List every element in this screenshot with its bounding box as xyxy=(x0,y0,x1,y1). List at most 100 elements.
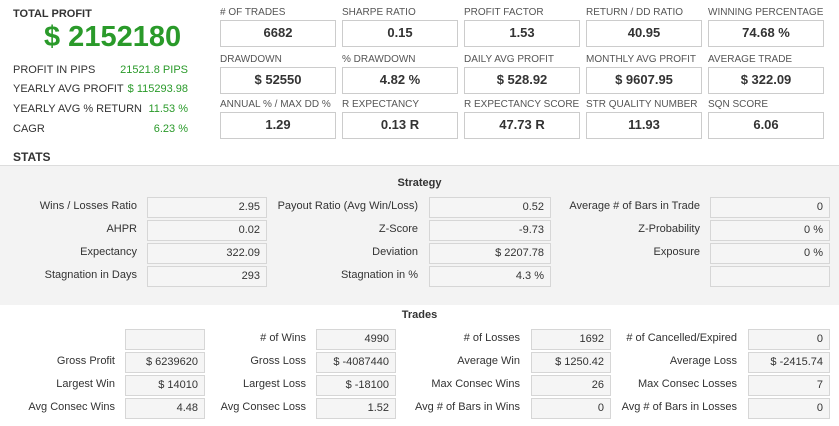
summary-label: YEARLY AVG % RETURN xyxy=(13,103,142,115)
metric-value: 11.93 xyxy=(586,112,702,139)
stat-label: Avg # of Bars in Wins xyxy=(415,401,520,413)
stat-value: $ 1250.42 xyxy=(531,352,611,373)
stat-label: Largest Loss xyxy=(243,378,306,390)
metric-value: 4.82 % xyxy=(342,67,458,94)
stat-value: 4990 xyxy=(316,329,396,350)
summary-value: 11.53 % xyxy=(148,103,188,115)
metric-value: 1.53 xyxy=(464,20,580,47)
summary-label: CAGR xyxy=(13,123,45,135)
metric-label: SHARPE RATIO xyxy=(342,7,416,18)
stat-label: # of Wins xyxy=(260,332,306,344)
total-profit-label: TOTAL PROFIT xyxy=(13,8,92,20)
metric-label: WINNING PERCENTAGE xyxy=(708,7,824,18)
metric-label: ANNUAL % / MAX DD % xyxy=(220,99,331,110)
stat-label: Z-Probability xyxy=(638,223,700,235)
divider xyxy=(0,165,839,166)
stat-value: 2.95 xyxy=(147,197,267,218)
stat-label: Stagnation in Days xyxy=(44,269,137,281)
summary-value: $ 115293.98 xyxy=(127,83,188,95)
stat-label: Exposure xyxy=(653,246,700,258)
stat-label: Average Win xyxy=(457,355,520,367)
stat-value: 0 xyxy=(710,197,830,218)
stat-label: Payout Ratio (Avg Win/Loss) xyxy=(277,200,418,212)
stat-label: Z-Score xyxy=(378,223,418,235)
stat-value: 4.48 xyxy=(125,398,205,419)
metric-value: 40.95 xyxy=(586,20,702,47)
stat-value: 0 xyxy=(531,398,611,419)
metric-value: 1.29 xyxy=(220,112,336,139)
stat-label: Average # of Bars in Trade xyxy=(569,200,700,212)
stat-value: 322.09 xyxy=(147,243,267,264)
metric-label: R EXPECTANCY SCORE xyxy=(464,99,580,110)
summary-label: PROFIT IN PIPS xyxy=(13,64,96,76)
stat-value: $ 6239620 xyxy=(125,352,205,373)
stat-value: 0.02 xyxy=(147,220,267,241)
stat-label: Average Loss xyxy=(669,355,737,367)
stat-label: AHPR xyxy=(106,223,137,235)
stat-value: 26 xyxy=(531,375,611,396)
summary-value: 21521.8 PIPS xyxy=(120,64,188,76)
empty-box xyxy=(125,329,205,350)
stat-label: Gross Loss xyxy=(250,355,306,367)
metric-value: 0.13 R xyxy=(342,112,458,139)
metric-label: # OF TRADES xyxy=(220,7,286,18)
summary-value: 6.23 % xyxy=(153,123,188,135)
metric-label: STR QUALITY NUMBER xyxy=(586,99,698,110)
metric-value: 6682 xyxy=(220,20,336,47)
metric-label: AVERAGE TRADE xyxy=(708,54,793,65)
stat-value: 1.52 xyxy=(316,398,396,419)
summary-label: YEARLY AVG PROFIT xyxy=(13,83,124,95)
metric-value: 47.73 R xyxy=(464,112,580,139)
stat-label: Avg Consec Loss xyxy=(220,401,306,413)
metric-label: % DRAWDOWN xyxy=(342,54,416,65)
stat-value: -9.73 xyxy=(429,220,551,241)
metric-value: $ 52550 xyxy=(220,67,336,94)
metric-value: $ 9607.95 xyxy=(586,67,702,94)
strategy-title: Strategy xyxy=(397,177,442,189)
stat-label: Expectancy xyxy=(80,246,137,258)
empty-box xyxy=(710,266,830,287)
stat-label: Stagnation in % xyxy=(340,269,418,281)
stat-value: 0 % xyxy=(710,243,830,264)
stat-value: 0 % xyxy=(710,220,830,241)
stat-label: Avg Consec Wins xyxy=(28,401,115,413)
stat-value: $ 14010 xyxy=(125,375,205,396)
stats-title: STATS xyxy=(13,150,51,164)
metric-value: 6.06 xyxy=(708,112,824,139)
stat-value: 0 xyxy=(748,398,830,419)
stat-value: 4.3 % xyxy=(429,266,551,287)
metric-value: 0.15 xyxy=(342,20,458,47)
stat-value: $ 2207.78 xyxy=(429,243,551,264)
stat-label: Max Consec Losses xyxy=(637,378,737,390)
metric-value: 74.68 % xyxy=(708,20,824,47)
metric-value: $ 322.09 xyxy=(708,67,824,94)
strategy-panel xyxy=(0,165,839,305)
stat-label: Wins / Losses Ratio xyxy=(39,200,137,212)
stat-value: 0 xyxy=(748,329,830,350)
stat-label: Avg # of Bars in Losses xyxy=(621,401,737,413)
stat-label: Max Consec Wins xyxy=(431,378,520,390)
stat-label: Gross Profit xyxy=(56,355,115,367)
metric-label: R EXPECTANCY xyxy=(342,99,420,110)
stat-value: $ -18100 xyxy=(316,375,396,396)
stat-value: $ -2415.74 xyxy=(748,352,830,373)
stat-value: 1692 xyxy=(531,329,611,350)
metric-value: $ 528.92 xyxy=(464,67,580,94)
metric-label: SQN SCORE xyxy=(708,99,769,110)
stat-value: 7 xyxy=(748,375,830,396)
stat-label: Largest Win xyxy=(56,378,115,390)
trades-title: Trades xyxy=(401,309,438,321)
metric-label: MONTHLY AVG PROFIT xyxy=(586,54,697,65)
stat-label: # of Cancelled/Expired xyxy=(626,332,737,344)
stat-value: 0.52 xyxy=(429,197,551,218)
total-profit: $ 2152180 xyxy=(44,21,182,53)
stat-value: 293 xyxy=(147,266,267,287)
metric-label: DRAWDOWN xyxy=(220,54,282,65)
metric-label: PROFIT FACTOR xyxy=(464,7,544,18)
metric-label: RETURN / DD RATIO xyxy=(586,7,684,18)
stat-label: # of Losses xyxy=(463,332,520,344)
stat-value: $ -4087440 xyxy=(316,352,396,373)
stat-label: Deviation xyxy=(372,246,418,258)
metric-label: DAILY AVG PROFIT xyxy=(464,54,555,65)
